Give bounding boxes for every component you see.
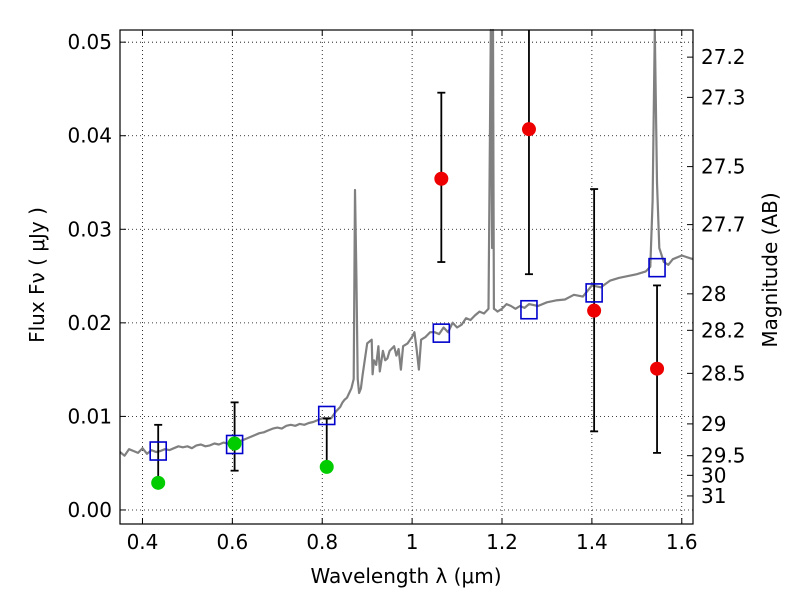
- x-tick-label: 1.2: [486, 530, 518, 554]
- error-bars: [154, 30, 662, 484]
- detection-point: [151, 475, 166, 490]
- upper-limit-point: [587, 303, 602, 318]
- upper-limit-point: [521, 122, 536, 137]
- model-photometry-square: [225, 434, 244, 455]
- spectrum-line: [119, 28, 694, 457]
- magnitude-tick-label: 27.3: [701, 85, 746, 109]
- model-photometry-square: [317, 405, 336, 426]
- observed-points: [151, 122, 665, 490]
- detection-point: [319, 459, 334, 474]
- y-axis-ticks: 0.00 0.01 0.02 0.03 0.04 0.05: [67, 30, 126, 522]
- model-photometry-square: [432, 323, 451, 343]
- magnitude-tick-label: 30: [701, 463, 726, 487]
- y-tick-label: 0.04: [67, 124, 112, 148]
- model-photometry-square: [149, 441, 167, 461]
- detection-point: [227, 436, 242, 451]
- upper-limit-point: [650, 361, 665, 376]
- magnitude-tick-label: 28.5: [701, 361, 746, 385]
- magnitude-tick-label: 27.5: [701, 155, 746, 179]
- model-photometry-square: [648, 257, 666, 278]
- magnitude-tick-label: 27.2: [701, 45, 746, 69]
- model-photometry-square: [585, 283, 603, 303]
- model-spectrum: [119, 28, 694, 457]
- magnitude-tick-label: 28.2: [701, 318, 746, 342]
- magnitude-tick-label: 31: [701, 484, 726, 508]
- upper-limit-point: [434, 171, 449, 186]
- x-tick-label: 1.6: [666, 530, 698, 554]
- y-tick-label: 0.00: [67, 498, 112, 522]
- x-tick-label: 1.4: [576, 530, 608, 554]
- magnitude-axis-label: Magnitude (AB): [758, 192, 782, 347]
- x-tick-label: 1: [406, 530, 419, 554]
- y-tick-label: 0.01: [67, 404, 112, 428]
- magnitude-tick-label: 29.5: [701, 444, 746, 468]
- y-tick-label: 0.02: [67, 311, 112, 335]
- magnitude-tick-label: 27.7: [701, 213, 746, 237]
- y-tick-label: 0.05: [67, 30, 112, 54]
- x-axis-label: Wavelength λ (μm): [310, 564, 501, 588]
- y-axis-label: Flux Fν ( μJy ): [25, 207, 49, 343]
- model-photometry-square: [520, 299, 538, 320]
- model-photometry-points: [149, 257, 666, 461]
- x-axis-ticks: 0.4 0.6 0.8 1 1.2 1.4 1.6: [127, 30, 698, 554]
- grid-lines: [120, 30, 693, 524]
- x-tick-label: 0.8: [306, 530, 338, 554]
- plot-frame: [119, 29, 694, 525]
- magnitude-tick-label: 29: [701, 412, 726, 436]
- magnitude-tick-label: 28: [701, 282, 726, 306]
- y-tick-label: 0.03: [67, 217, 112, 241]
- x-tick-label: 0.4: [127, 530, 159, 554]
- x-tick-label: 0.6: [216, 530, 248, 554]
